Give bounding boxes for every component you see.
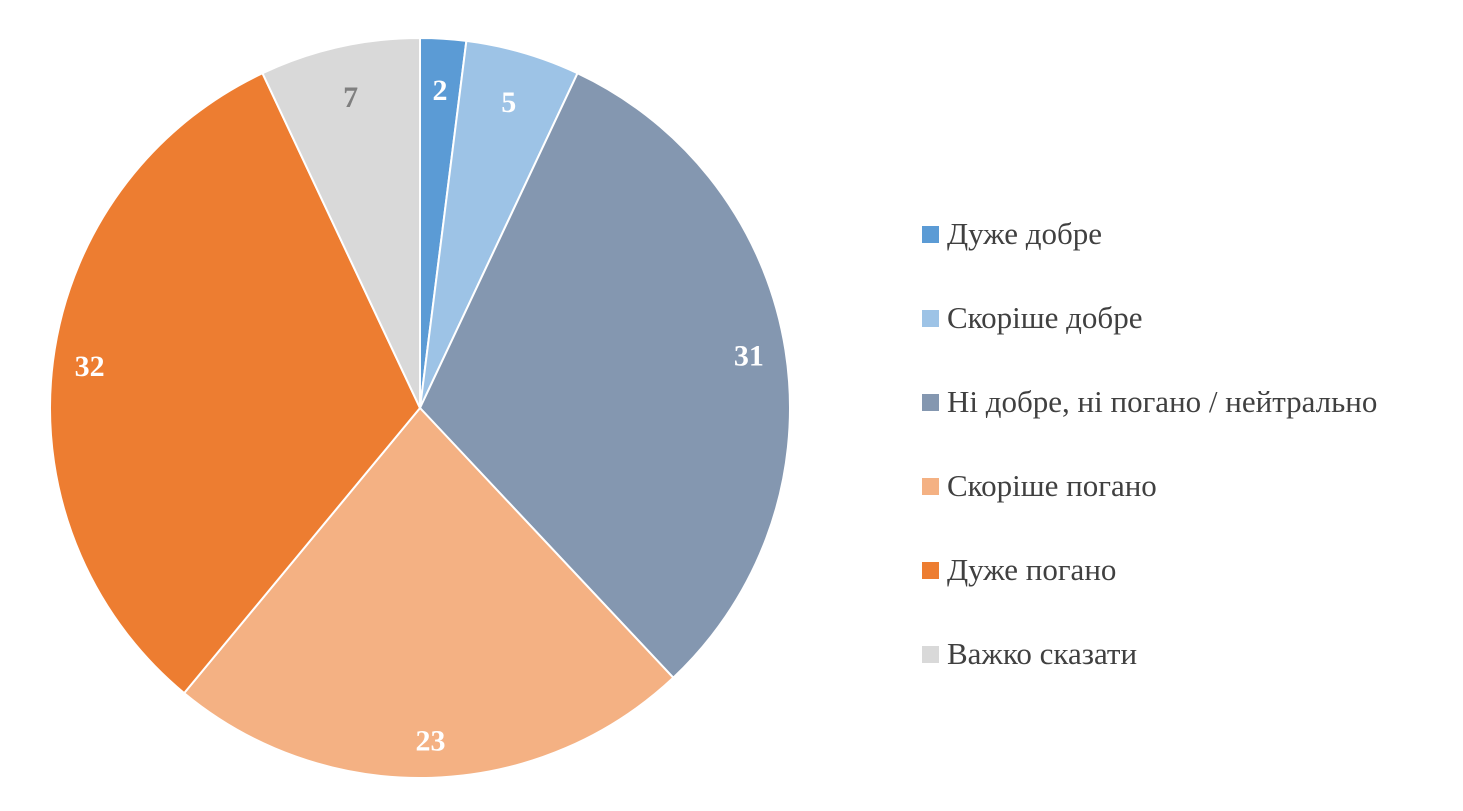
legend-swatch <box>922 225 939 243</box>
legend: Дуже добре Скоріше добре Ні добре, ні по… <box>922 192 1377 696</box>
legend-label: Важко сказати <box>947 636 1138 671</box>
legend-item: Дуже добре <box>922 192 1377 276</box>
data-label: 2 <box>432 74 447 107</box>
pie-slice <box>182 406 675 779</box>
data-label: 7 <box>343 81 358 114</box>
legend-item: Ні добре, ні погано / нейтрально <box>922 360 1377 444</box>
legend-label: Скоріше добре <box>947 300 1143 335</box>
data-label: 23 <box>415 724 445 757</box>
legend-swatch <box>922 645 939 663</box>
legend-label: Ні добре, ні погано / нейтрально <box>947 384 1378 419</box>
legend-swatch <box>922 561 939 579</box>
legend-swatch <box>922 393 939 411</box>
legend-swatch <box>922 477 939 495</box>
legend-item: Важко сказати <box>922 612 1377 696</box>
legend-item: Скоріше добре <box>922 276 1377 360</box>
pie-slice <box>418 71 791 680</box>
pie-slice <box>49 71 422 695</box>
pie-slice <box>261 36 421 409</box>
legend-swatch <box>922 309 939 327</box>
legend-item: Скоріше погано <box>922 444 1377 528</box>
data-label: 32 <box>75 350 105 383</box>
data-label: 5 <box>501 86 516 119</box>
legend-label: Дуже погано <box>947 552 1117 587</box>
data-label: 31 <box>734 339 764 372</box>
legend-item: Дуже погано <box>922 528 1377 612</box>
legend-label: Скоріше погано <box>947 468 1157 503</box>
legend-label: Дуже добре <box>947 216 1103 251</box>
